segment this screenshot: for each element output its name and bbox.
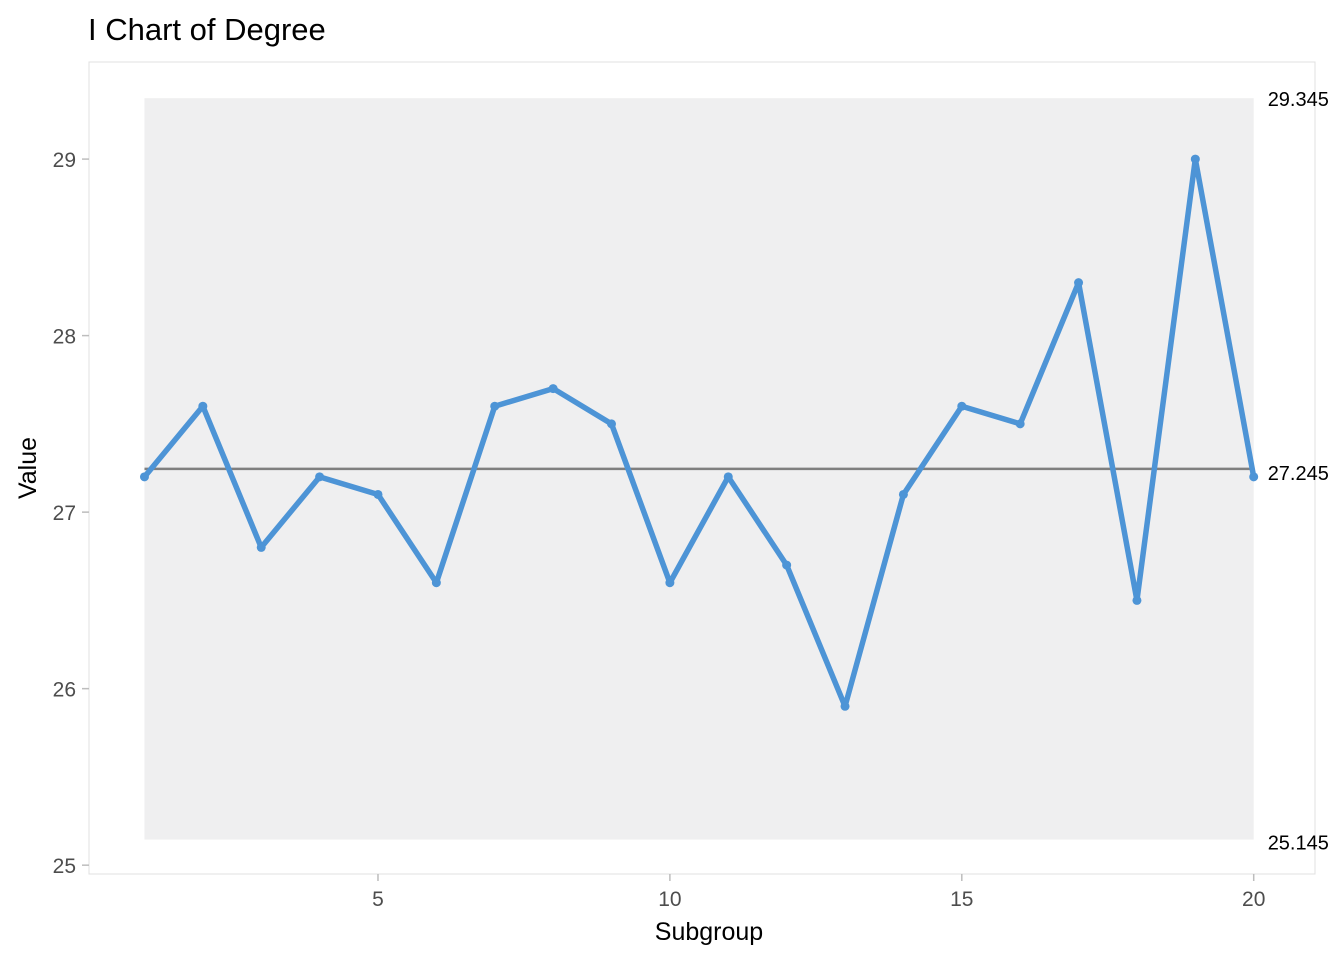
chart-title: I Chart of Degree [88,12,326,47]
data-point [548,384,558,394]
data-point [315,472,325,482]
data-point [665,578,675,588]
data-point [840,701,850,711]
series-line [141,156,1257,710]
y-tick-label: 28 [53,326,76,349]
data-point [256,542,266,552]
x-tick-label: 20 [1242,888,1265,911]
data-point [723,472,733,482]
x-tick-label: 15 [950,888,973,911]
x-tick-label: 5 [372,888,384,911]
data-point [1190,154,1200,164]
x-tick-label: 10 [658,888,681,911]
center-line-label: 27.245 [1268,463,1329,485]
data-point [782,560,792,570]
data-point [1015,419,1025,429]
data-point [1074,278,1084,288]
data-point [607,419,617,429]
y-tick-label: 26 [53,679,76,702]
data-point [490,401,500,411]
ucl-label: 29.345 [1268,89,1329,111]
data-point [1249,472,1259,482]
y-axis-label: Value [14,437,42,499]
data-point [373,489,383,499]
x-axis-label: Subgroup [655,918,763,946]
y-tick-label: 29 [53,149,76,172]
panel-border [88,61,1316,875]
data-point [1132,595,1142,605]
y-tick-label: 25 [53,855,76,878]
data-point [139,472,149,482]
y-tick-label: 27 [53,502,76,525]
lcl-label: 25.145 [1268,833,1329,855]
data-point [957,401,967,411]
data-point [198,401,208,411]
data-point [431,578,441,588]
data-point [898,489,908,499]
